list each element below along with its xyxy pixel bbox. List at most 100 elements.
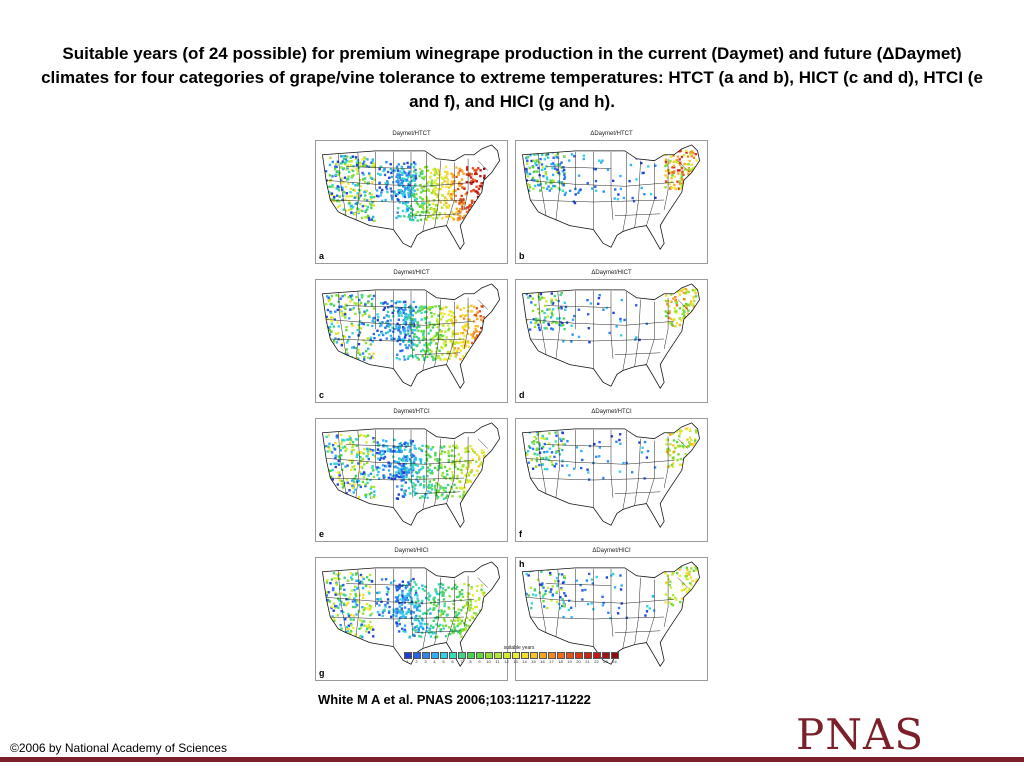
state-border xyxy=(646,579,655,643)
state-border xyxy=(537,569,547,633)
citation: White M A et al. PNAS 2006;103:11217-112… xyxy=(318,692,591,707)
suitability-pixels xyxy=(324,572,486,639)
legend-swatch xyxy=(547,652,556,659)
suitability-pixels xyxy=(525,149,698,205)
suitability-pixels xyxy=(324,433,487,500)
legend-value: 10 xyxy=(486,659,491,664)
legend-item: 9 xyxy=(475,652,484,665)
state-border xyxy=(355,569,361,637)
legend-value: 9 xyxy=(478,659,481,664)
state-border xyxy=(326,180,474,187)
state-border xyxy=(337,152,347,216)
legend-value: 18 xyxy=(558,659,563,664)
state-border xyxy=(555,152,561,220)
state-border xyxy=(446,301,455,365)
legend-swatch xyxy=(430,652,439,659)
legend-swatch xyxy=(601,652,610,659)
legend-item: 16 xyxy=(538,652,547,665)
state-border xyxy=(677,160,688,171)
legend-value: 23 xyxy=(603,659,608,664)
legend-value: 19 xyxy=(567,659,572,664)
legend-title: suitable years xyxy=(503,645,535,651)
legend-swatch xyxy=(421,652,430,659)
state-border xyxy=(446,162,455,226)
state-border xyxy=(434,577,441,645)
state-border xyxy=(614,491,661,495)
state-border xyxy=(410,568,414,637)
state-border xyxy=(337,291,347,355)
legend-item: 17 xyxy=(547,652,556,665)
map-panel-c: Daymet/HICT c xyxy=(315,267,508,403)
state-border xyxy=(555,291,561,359)
legend-value: 22 xyxy=(594,659,599,664)
state-border xyxy=(530,616,665,620)
legend-item: 6 xyxy=(448,652,457,665)
legend-swatch xyxy=(583,652,592,659)
legend-item: 23 xyxy=(601,652,610,665)
state-border xyxy=(622,430,627,510)
panel-letter-b: b xyxy=(519,251,525,261)
state-border xyxy=(614,213,661,217)
legend-value: 20 xyxy=(576,659,581,664)
state-border xyxy=(663,575,669,627)
state-border xyxy=(614,352,661,356)
legend-item: 11 xyxy=(493,652,502,665)
panel-letter-c: c xyxy=(319,390,325,400)
state-border xyxy=(422,430,427,510)
state-border xyxy=(463,436,469,488)
legend-swatch xyxy=(574,652,583,659)
suitability-pixels xyxy=(324,293,487,362)
state-border xyxy=(526,180,674,187)
state-border xyxy=(646,301,655,365)
color-legend: suitable years 1 2 3 4 5 6 7 8 9 10 11 12 13 14 15 16 17… xyxy=(403,644,635,676)
legend-item: 8 xyxy=(466,652,475,665)
legend-item: 21 xyxy=(583,652,592,665)
legend-value: 8 xyxy=(469,659,472,664)
legend-swatch xyxy=(457,652,466,659)
state-border xyxy=(346,166,412,169)
legend-item: 14 xyxy=(520,652,529,665)
legend-item: 18 xyxy=(556,652,565,665)
panel-letter-d: d xyxy=(519,390,525,400)
state-border xyxy=(546,305,612,308)
legend-value: 13 xyxy=(513,659,518,664)
state-border xyxy=(530,477,665,481)
legend-value: 3 xyxy=(424,659,427,664)
state-border xyxy=(537,430,547,494)
us-map-c xyxy=(315,279,508,403)
state-border xyxy=(326,319,474,326)
map-panel-d: ΔDaymet/HICT d xyxy=(515,267,708,403)
state-border xyxy=(610,429,614,498)
state-border xyxy=(634,299,641,367)
state-border xyxy=(526,319,674,326)
legend-swatch xyxy=(520,652,529,659)
legend-swatch xyxy=(511,652,520,659)
map-panel-a: Daymet/HTCT a xyxy=(315,128,508,264)
state-border xyxy=(330,338,465,342)
state-border xyxy=(634,438,641,506)
legend-value: 2 xyxy=(415,659,418,664)
us-outline xyxy=(522,561,700,667)
panel-title-b: ΔDaymet/HTCT xyxy=(590,131,633,137)
state-border xyxy=(422,569,427,649)
legend-value: 1 xyxy=(406,659,409,664)
slide-title: Suitable years (of 24 possible) for prem… xyxy=(41,44,983,111)
state-border xyxy=(614,630,661,634)
panel-letter-h: h xyxy=(519,559,525,569)
panel-letter-e: e xyxy=(319,529,325,539)
state-border xyxy=(546,583,612,586)
legend-swatch xyxy=(610,652,619,659)
legend-item: 3 xyxy=(421,652,430,665)
us-outline xyxy=(522,283,700,389)
state-border xyxy=(477,577,488,588)
state-border xyxy=(326,597,474,604)
panel-letter-a: a xyxy=(319,251,325,261)
state-border xyxy=(646,440,655,504)
us-map-a xyxy=(315,140,508,264)
legend-value: 11 xyxy=(495,659,500,664)
state-border xyxy=(410,429,414,498)
state-border xyxy=(526,458,674,465)
state-border xyxy=(463,297,469,349)
state-border xyxy=(422,152,427,232)
state-border xyxy=(410,151,414,220)
